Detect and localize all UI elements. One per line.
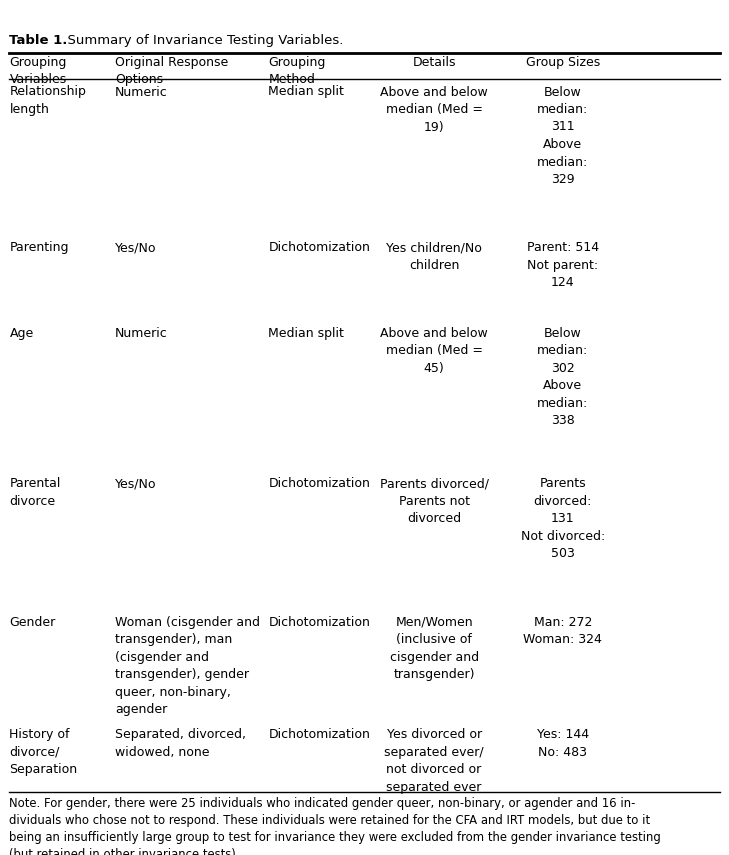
Text: Parent: 514
Not parent:
124: Parent: 514 Not parent: 124 (527, 241, 599, 289)
Text: Age: Age (9, 327, 34, 339)
Text: Dichotomization: Dichotomization (268, 728, 370, 741)
Text: Yes divorced or
separated ever/
not divorced or
separated ever: Yes divorced or separated ever/ not divo… (384, 728, 484, 794)
Text: Yes children/No
children: Yes children/No children (386, 241, 482, 272)
Text: Grouping
Method: Grouping Method (268, 56, 326, 86)
Text: Parents divorced/
Parents not
divorced: Parents divorced/ Parents not divorced (380, 477, 488, 525)
Text: Separated, divorced,
widowed, none: Separated, divorced, widowed, none (115, 728, 246, 759)
Text: Details: Details (413, 56, 456, 68)
Text: Dichotomization: Dichotomization (268, 616, 370, 628)
Text: Grouping
Variables: Grouping Variables (9, 56, 67, 86)
Text: Parental
divorce: Parental divorce (9, 477, 61, 508)
Text: Yes/No: Yes/No (115, 477, 157, 490)
Text: Numeric: Numeric (115, 86, 168, 98)
Text: Table 1.: Table 1. (9, 34, 68, 47)
Text: Gender: Gender (9, 616, 55, 628)
Text: Dichotomization: Dichotomization (268, 477, 370, 490)
Text: Man: 272
Woman: 324: Man: 272 Woman: 324 (523, 616, 602, 646)
Text: Group Sizes: Group Sizes (526, 56, 600, 68)
Text: Relationship
length: Relationship length (9, 86, 86, 116)
Text: Above and below
median (Med =
19): Above and below median (Med = 19) (381, 86, 488, 133)
Text: Below
median:
311
Above
median:
329: Below median: 311 Above median: 329 (537, 86, 588, 186)
Text: Summary of Invariance Testing Variables.: Summary of Invariance Testing Variables. (59, 34, 343, 47)
Text: Original Response
Options: Original Response Options (115, 56, 228, 86)
Text: Men/Women
(inclusive of
cisgender and
transgender): Men/Women (inclusive of cisgender and tr… (389, 616, 479, 681)
Text: Parents
divorced:
131
Not divorced:
503: Parents divorced: 131 Not divorced: 503 (521, 477, 605, 560)
Text: Yes/No: Yes/No (115, 241, 157, 254)
Text: Below
median:
302
Above
median:
338: Below median: 302 Above median: 338 (537, 327, 588, 428)
Text: Parenting: Parenting (9, 241, 69, 254)
Text: Above and below
median (Med =
45): Above and below median (Med = 45) (381, 327, 488, 374)
Text: Woman (cisgender and
transgender), man
(cisgender and
transgender), gender
queer: Woman (cisgender and transgender), man (… (115, 616, 260, 716)
Text: Yes: 144
No: 483: Yes: 144 No: 483 (537, 728, 589, 759)
Text: Median split: Median split (268, 86, 344, 98)
Text: Median split: Median split (268, 327, 344, 339)
Text: Dichotomization: Dichotomization (268, 241, 370, 254)
Text: History of
divorce/
Separation: History of divorce/ Separation (9, 728, 77, 776)
Text: Numeric: Numeric (115, 327, 168, 339)
Text: Note. For gender, there were 25 individuals who indicated gender queer, non-bina: Note. For gender, there were 25 individu… (9, 797, 661, 855)
